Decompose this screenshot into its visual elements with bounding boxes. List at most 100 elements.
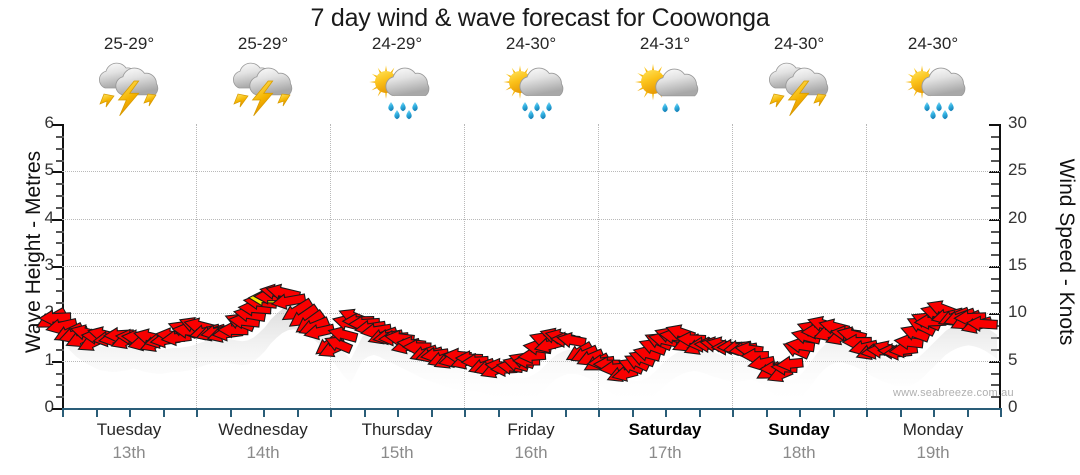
left-tick-label: 1 xyxy=(44,349,54,369)
right-tick-label: 25 xyxy=(1008,160,1027,180)
x-tick-mark xyxy=(263,408,265,417)
x-tick-mark xyxy=(95,408,98,417)
temperature-range: 25-29° xyxy=(103,34,155,53)
left-minor-tick xyxy=(56,301,64,304)
right-tick-mark xyxy=(989,266,1001,268)
left-tick-label: 6 xyxy=(44,113,54,132)
day-date: 17th xyxy=(648,443,682,462)
page-title: 7 day wind & wave forecast for Coowonga xyxy=(310,4,770,32)
left-minor-tick xyxy=(56,289,64,292)
day-footer-saturday: Saturday 17th xyxy=(598,418,732,474)
day-header-monday: 24-30° xyxy=(866,34,1000,124)
day-footer-tuesday: Tuesday 13th xyxy=(62,418,196,474)
x-tick-mark xyxy=(464,408,466,417)
right-minor-tick xyxy=(991,372,999,375)
gridline-day-separator xyxy=(866,124,867,408)
day-date: 19th xyxy=(916,443,950,462)
x-tick-mark xyxy=(296,408,299,417)
day-date: 18th xyxy=(782,443,816,462)
right-tick-mark xyxy=(989,313,1001,316)
sun-cloud-rain-icon xyxy=(494,58,568,120)
gridline-day-separator xyxy=(732,124,733,408)
day-date: 13th xyxy=(112,443,146,462)
x-tick-mark xyxy=(799,408,801,417)
x-tick-mark xyxy=(665,408,667,417)
day-name: Saturday xyxy=(628,420,702,439)
right-minor-tick xyxy=(991,183,999,186)
day-name: Sunday xyxy=(768,420,830,439)
day-header-tuesday: 25-29° xyxy=(62,34,196,124)
x-tick-mark xyxy=(531,408,533,417)
left-tick-mark xyxy=(52,360,64,363)
x-tick-mark xyxy=(966,408,969,417)
x-tick-mark xyxy=(330,408,332,417)
day-name: Monday xyxy=(902,420,964,439)
right-tick-label: 30 xyxy=(1008,113,1027,132)
temperature-range: 25-29° xyxy=(237,34,289,53)
left-minor-tick xyxy=(56,242,64,245)
x-tick-mark xyxy=(363,408,366,417)
right-tick-mark xyxy=(989,171,1001,174)
x-tick-mark xyxy=(933,408,935,417)
day-footer-monday: Monday 19th xyxy=(866,418,1000,474)
right-minor-tick xyxy=(991,242,999,245)
right-tick-mark xyxy=(989,218,1001,221)
left-minor-tick xyxy=(56,195,64,197)
x-tick-mark xyxy=(598,408,600,417)
x-tick-mark xyxy=(162,408,165,417)
day-header-thursday: 24-29° xyxy=(330,34,464,124)
left-minor-tick xyxy=(56,183,64,186)
x-tick-mark xyxy=(765,408,768,417)
right-tick-label: 15 xyxy=(1008,255,1027,274)
temperature-range: 24-29° xyxy=(371,34,423,53)
plot-area xyxy=(36,124,1000,408)
thunderstorm-icon xyxy=(92,58,166,120)
day-name: Wednesday xyxy=(218,420,308,439)
temperature-range: 24-30° xyxy=(505,34,557,53)
gridline-horizontal xyxy=(62,266,1000,267)
day-footer-friday: Friday 16th xyxy=(464,418,598,474)
x-tick-mark xyxy=(698,408,701,417)
left-minor-tick xyxy=(56,135,64,138)
gridline-day-separator xyxy=(196,124,197,408)
x-tick-mark xyxy=(564,408,567,417)
left-minor-tick xyxy=(56,254,64,257)
day-header-strip: 25-29° 25-29° 24-29° 24-30° 24-31° 24-30° 24-3… xyxy=(62,34,1000,124)
left-minor-tick xyxy=(56,206,64,209)
x-tick-mark xyxy=(832,408,835,417)
x-tick-mark xyxy=(899,408,902,417)
x-tick-mark xyxy=(62,408,64,417)
x-tick-mark xyxy=(866,408,868,417)
left-minor-tick xyxy=(56,147,64,150)
right-minor-tick xyxy=(991,289,999,292)
gridline-horizontal xyxy=(62,171,1000,173)
right-minor-tick xyxy=(991,159,999,162)
right-minor-tick xyxy=(991,254,999,257)
sun-cloud-rain-icon xyxy=(360,58,434,120)
left-minor-tick xyxy=(56,159,64,162)
temperature-range: 24-30° xyxy=(773,34,825,53)
right-tick-label: 10 xyxy=(1008,302,1027,322)
left-tick-mark xyxy=(52,124,64,126)
x-tick-mark xyxy=(1000,408,1002,417)
thunderstorm-icon xyxy=(762,58,836,120)
right-minor-tick xyxy=(991,195,999,197)
right-minor-tick xyxy=(991,384,999,387)
sun-cloud-drizzle-icon xyxy=(628,58,702,120)
temperature-range: 24-31° xyxy=(639,34,691,53)
left-minor-tick xyxy=(56,277,64,280)
left-tick-label: 0 xyxy=(44,397,54,416)
x-tick-mark xyxy=(631,408,634,417)
left-minor-tick xyxy=(56,230,64,233)
right-minor-tick xyxy=(991,230,999,233)
gridline-day-separator xyxy=(598,124,599,408)
right-tick-label: 20 xyxy=(1008,207,1027,227)
day-header-saturday: 24-31° xyxy=(598,34,732,124)
day-date: 16th xyxy=(514,443,548,462)
right-minor-tick xyxy=(991,206,999,209)
temperature-range: 24-30° xyxy=(907,34,959,53)
day-footer-thursday: Thursday 15th xyxy=(330,418,464,474)
gridline-horizontal xyxy=(62,313,1000,315)
left-minor-tick xyxy=(56,372,64,375)
left-tick-mark xyxy=(52,266,64,268)
